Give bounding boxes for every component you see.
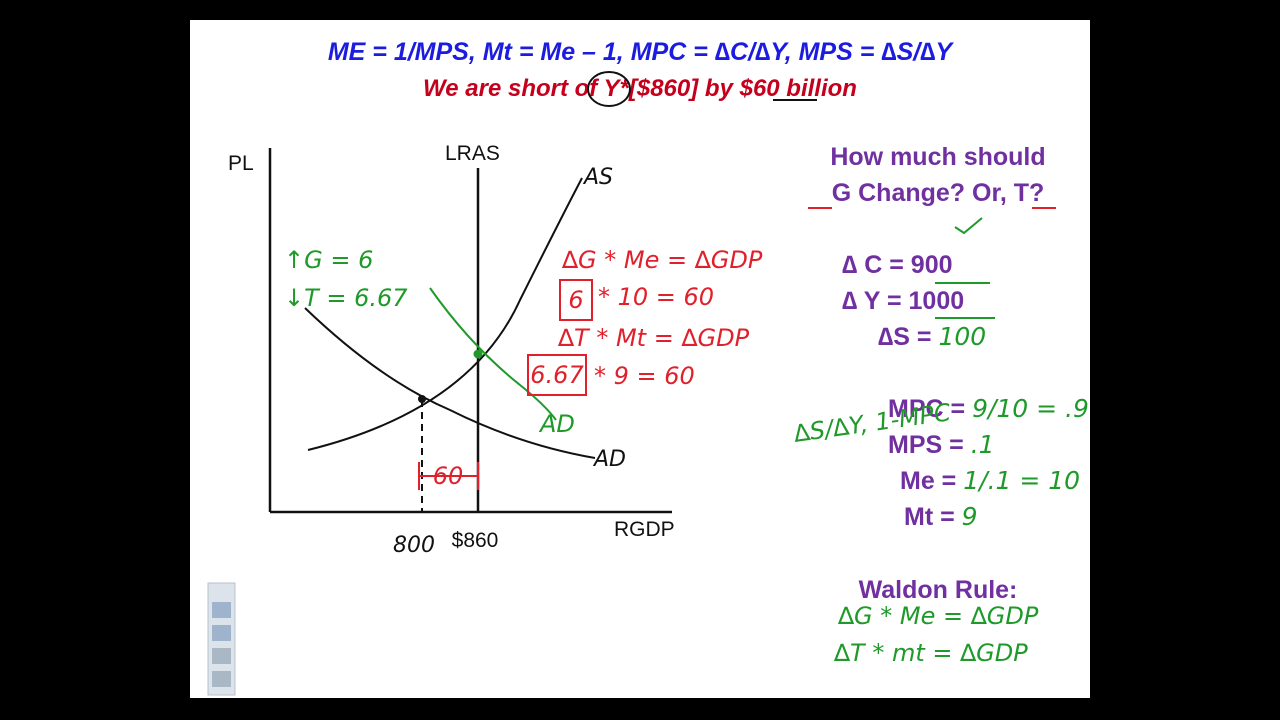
question-line: How much should (830, 143, 1045, 171)
rule-line: ∆G * Me = ∆GDP (837, 602, 1039, 630)
change-row: ∆ C = 900 (842, 251, 953, 279)
g-calc: * 10 = 60 (598, 283, 714, 311)
toolbar-button[interactable] (212, 602, 231, 618)
t-answer: 6.67 (530, 361, 584, 389)
answer-box (527, 354, 587, 396)
toolbar-button[interactable] (212, 671, 231, 687)
as-curve (307, 177, 583, 451)
new-equilibrium-point (473, 349, 483, 359)
multiplier-row: Mt = 9 (904, 502, 978, 531)
question-line: G Change? Or, T? (832, 179, 1045, 207)
multiplier-label: Mt = (904, 503, 955, 531)
multiplier-value: .1 (971, 430, 995, 459)
ad-label: AD (592, 447, 626, 472)
as-label: AS (582, 165, 613, 190)
gap-statement: We are short of Y*[$860] by $60 billion (423, 75, 857, 102)
x-mark: 800 (393, 533, 435, 558)
rule-line: ∆T * mt = ∆GDP (833, 639, 1028, 667)
g-formula: ∆G * Me = ∆GDP (561, 246, 763, 274)
x-mark: $860 (452, 529, 499, 552)
change-value: 1000 (909, 287, 965, 315)
formulas: ME = 1/MPS, Mt = Me – 1, MPC = ∆C/∆Y, MP… (328, 38, 955, 66)
g-change: ↑G = 6 (284, 246, 373, 274)
toolbar (207, 582, 236, 696)
multiplier-label: MPS = (888, 431, 964, 459)
multiplier-row: Me = 1/.1 = 10 (900, 466, 1080, 495)
rule-title: Waldon Rule: (859, 576, 1018, 604)
change-value: 100 (938, 322, 986, 351)
multiplier-value: 9/10 = .9 (972, 394, 1089, 423)
x-axis-label: RGDP (614, 518, 675, 541)
ad-shifted-label: AD (538, 410, 575, 438)
change-row: ∆S = 100 (878, 322, 986, 351)
toolbar-button[interactable] (212, 625, 231, 641)
change-label: ∆ Y = (842, 287, 902, 315)
change-label: ∆ C = (842, 251, 904, 279)
change-value: 900 (911, 251, 953, 279)
y-axis-label: PL (228, 152, 254, 175)
change-row: ∆ Y = 1000 (842, 287, 964, 315)
ad-shifted-curve (429, 287, 557, 421)
multiplier-label: MPC = (888, 395, 965, 423)
multiplier-row: MPC = 9/10 = .9 (888, 394, 1089, 423)
t-change: ↓T = 6.67 (284, 284, 408, 312)
t-formula: ∆T * Mt = ∆GDP (557, 324, 750, 352)
t-calc: * 9 = 60 (594, 362, 695, 390)
equilibrium-point (418, 395, 426, 403)
checkmark (954, 217, 983, 235)
ad-curve (304, 307, 596, 459)
g-answer: 6 (568, 286, 583, 314)
circle-annotation (587, 71, 631, 107)
multiplier-value: 9 (962, 502, 978, 531)
whiteboard (190, 20, 1090, 698)
multiplier-value: 1/.1 = 10 (963, 466, 1080, 495)
lras-label: LRAS (445, 142, 500, 165)
answer-box (559, 279, 593, 321)
gap-label: 60 (433, 462, 464, 490)
multiplier-label: Me = (900, 467, 956, 495)
toolbar-button[interactable] (212, 648, 231, 664)
multiplier-row: MPS = .1 (888, 430, 995, 459)
change-label: ∆S = (878, 323, 932, 351)
